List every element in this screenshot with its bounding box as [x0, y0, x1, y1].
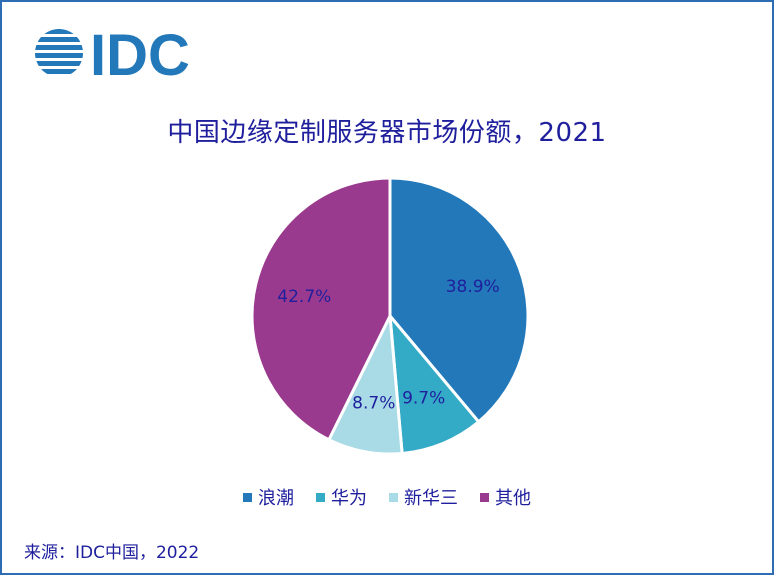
chart-title: 中国边缘定制服务器市场份额，2021 — [167, 118, 607, 148]
pie-value-label: 38.9% — [446, 277, 500, 297]
legend-swatch — [243, 492, 252, 502]
legend: 浪潮 华为 新华三 其他 — [2, 484, 772, 510]
legend-item-huawei: 华为 — [316, 484, 367, 510]
legend-label: 浪潮 — [258, 488, 294, 509]
legend-swatch — [480, 492, 489, 502]
pie-value-label: 8.7% — [352, 393, 395, 413]
pie-chart: 38.9% 9.7% 8.7% 42.7% — [250, 176, 530, 456]
legend-swatch — [316, 492, 325, 502]
pie-slice-0 — [388, 176, 530, 424]
globe-icon — [35, 29, 83, 74]
legend-item-others: 其他 — [480, 484, 531, 510]
pie-value-label: 42.7% — [277, 287, 331, 307]
legend-swatch — [389, 492, 398, 502]
pie-slice-3 — [250, 176, 392, 442]
logo-text: IDC — [90, 24, 190, 82]
legend-label: 华为 — [331, 488, 367, 509]
legend-item-inspur: 浪潮 — [243, 484, 294, 510]
legend-label: 其他 — [495, 488, 531, 509]
legend-label: 新华三 — [404, 488, 458, 509]
pie-slice-1 — [388, 311, 481, 456]
pie-value-label: 9.7% — [402, 388, 445, 408]
idc-logo: IDC — [35, 24, 190, 82]
legend-item-h3c: 新华三 — [389, 484, 458, 510]
source-note: 来源：IDC中国，2022 — [24, 543, 200, 563]
